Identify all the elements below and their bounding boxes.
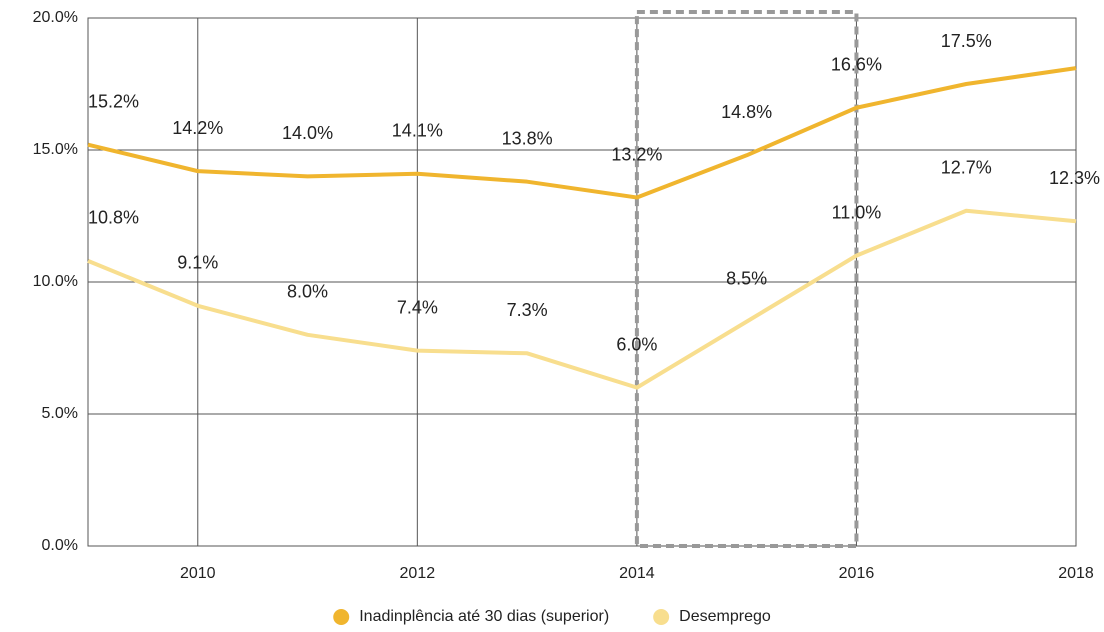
y-tick-label: 10.0% [33,273,78,290]
y-tick-label: 15.0% [33,141,78,158]
y-tick-label: 0.0% [42,537,78,554]
data-label: 14.1% [392,121,443,141]
data-label: 8.0% [287,282,328,302]
legend-label: Inadinplência até 30 dias (superior) [359,608,609,625]
x-tick-label: 2014 [619,565,655,582]
data-label: 14.0% [282,123,333,143]
x-tick-label: 2010 [180,565,216,582]
data-label: 8.5% [726,268,767,288]
legend-marker [333,609,350,625]
data-label: 6.0% [616,334,657,354]
data-label: 16.6% [831,55,882,75]
data-label: 14.2% [172,118,223,138]
data-label: 15.2% [88,91,139,111]
data-label: 7.4% [397,297,438,317]
x-tick-label: 2018 [1058,565,1094,582]
data-label: 12.7% [941,157,992,177]
data-label: 14.8% [721,102,772,122]
data-label: 17.5% [941,31,992,51]
legend-marker [653,609,670,625]
x-tick-label: 2016 [839,565,875,582]
y-tick-label: 5.0% [42,405,78,422]
data-label: 11.0% [832,202,882,222]
x-tick-label: 2012 [400,565,436,582]
data-label: 12.3% [1049,168,1100,188]
data-label: 13.2% [611,144,662,164]
line-series [87,208,1077,390]
data-label: 13.8% [502,128,553,148]
line-series [87,66,1077,200]
y-tick-label: 20.0% [33,9,78,26]
highlight-box [634,10,859,548]
data-label: 9.1% [177,253,218,273]
legend-label: Desemprego [679,608,771,625]
data-label: 10.8% [88,208,139,228]
data-label: 7.3% [507,300,548,320]
